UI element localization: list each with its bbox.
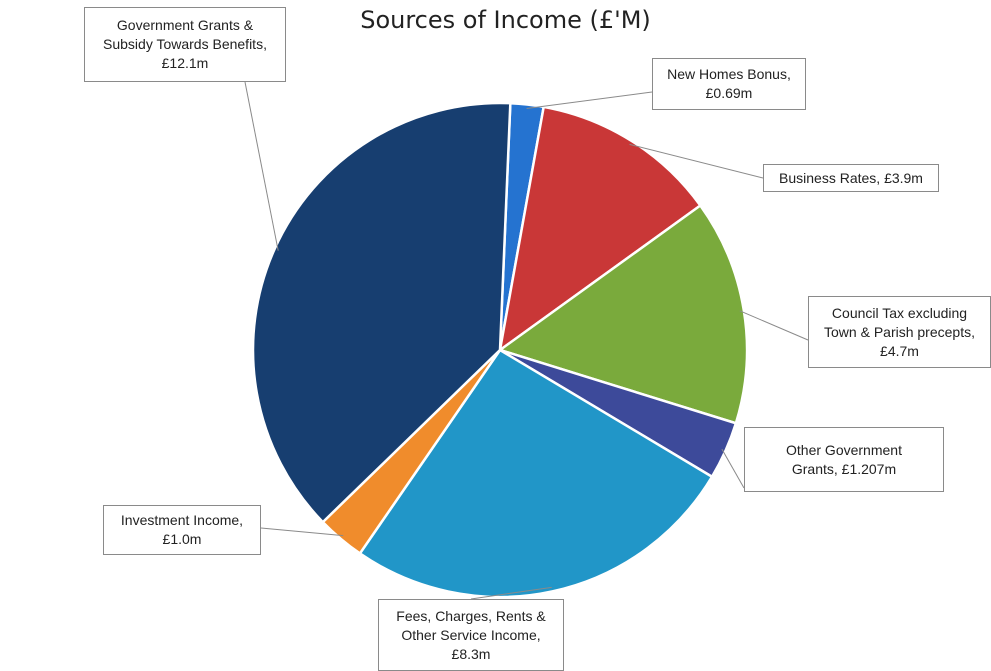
label-council-tax: Council Tax excluding Town & Parish prece… [808,296,991,368]
leader-lines [244,81,809,600]
leader-line-business-rates [629,143,764,179]
label-other-government-grants: Other Government Grants, £1.207m [744,427,944,492]
label-new-homes-bonus: New Homes Bonus, £0.69m [652,58,806,110]
label-business-rates: Business Rates, £3.9m [763,164,939,192]
leader-line-other-government-grants [721,448,745,489]
leader-line-investment-income [260,527,344,537]
leader-line-fees-charges [470,586,552,600]
slice-fees-charges [358,348,714,599]
leader-line-council-tax [739,310,809,341]
slice-government-grants-benefits [251,101,512,524]
label-government-grants-benefits: Government Grants & Subsidy Towards Benef… [84,7,286,82]
pie-slices [251,101,749,599]
slice-business-rates [498,105,702,352]
label-investment-income: Investment Income, £1.0m [103,505,261,555]
label-fees-charges: Fees, Charges, Rents & Other Service Inco… [378,599,564,671]
leader-line-government-grants-benefits [244,81,279,251]
leader-line-new-homes-bonus [526,91,653,109]
chart-title: Sources of Income (£'M) [360,6,651,34]
